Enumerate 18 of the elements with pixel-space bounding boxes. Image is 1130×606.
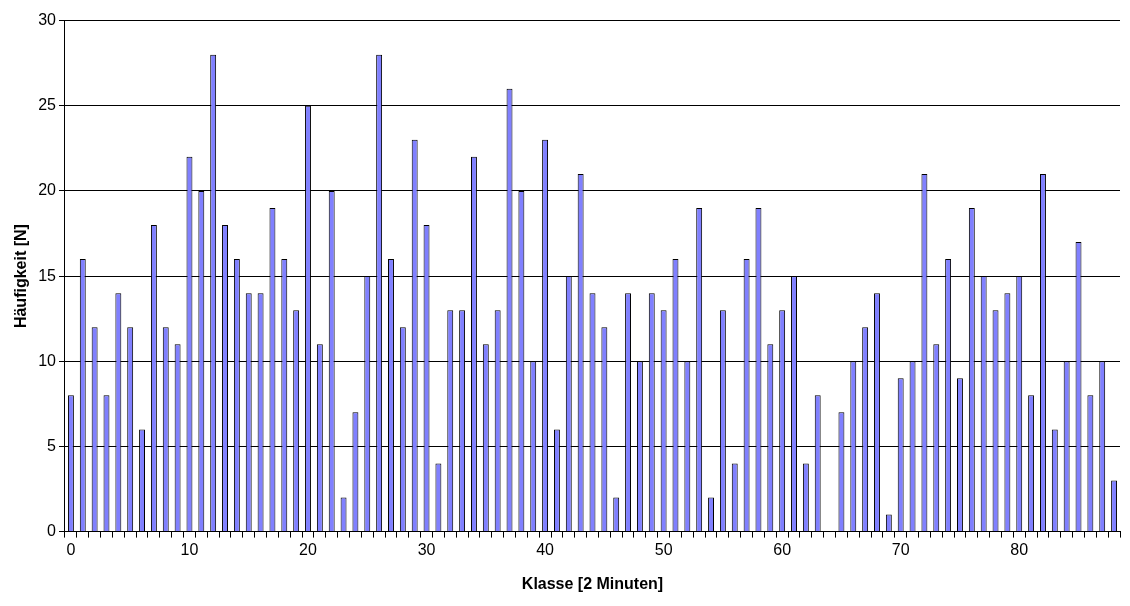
x-tick-label: 50	[654, 540, 673, 558]
y-tick-label: 25	[38, 96, 57, 114]
y-axis-title: Häufigkeit [N]	[12, 224, 30, 329]
y-tick-label: 10	[38, 351, 57, 369]
y-tick-label: 5	[47, 436, 57, 454]
x-tick-label: 40	[536, 540, 555, 558]
x-tick-label: 0	[66, 540, 76, 558]
y-tick-label: 0	[47, 522, 57, 540]
x-tick-label: 60	[773, 540, 792, 558]
x-tick-label: 10	[180, 540, 199, 558]
x-tick-label: 80	[1010, 540, 1029, 558]
y-tick-label: 20	[38, 181, 57, 199]
x-tick-label: 30	[417, 540, 436, 558]
y-tick-label: 15	[38, 266, 57, 284]
y-tick-label: 30	[38, 11, 57, 29]
x-axis-title: Klasse [2 Minuten]	[521, 574, 664, 592]
x-tick-label: 70	[891, 540, 910, 558]
x-tick-label: 20	[299, 540, 317, 558]
